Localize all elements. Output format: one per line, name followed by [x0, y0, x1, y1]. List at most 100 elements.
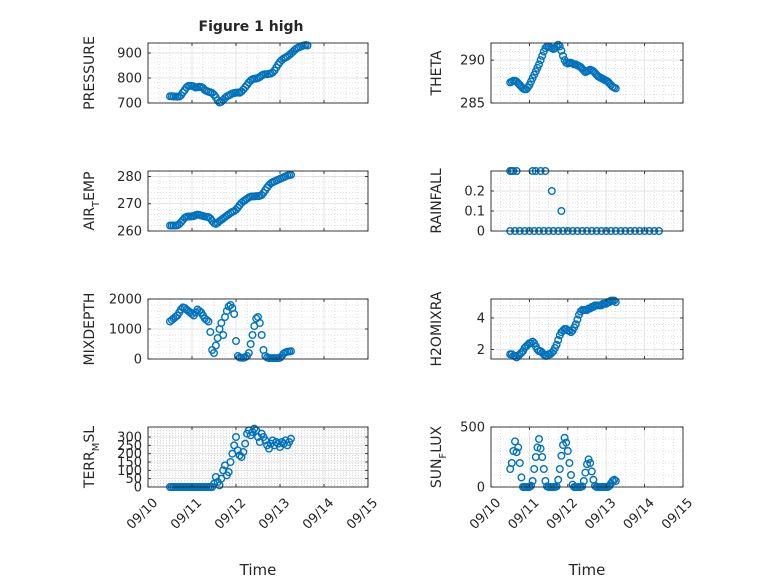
- data-point: [571, 320, 580, 329]
- data-point: [538, 51, 547, 60]
- data-point: [204, 317, 213, 326]
- x-axis-label: Time: [568, 561, 606, 579]
- y-tick-label: 0: [477, 225, 485, 240]
- y-tick-label: 150: [117, 456, 142, 471]
- y-tick-label: 700: [117, 97, 142, 112]
- data-point: [539, 465, 548, 474]
- data-point: [187, 310, 196, 319]
- data-point: [303, 41, 312, 50]
- data-point: [287, 347, 296, 356]
- axes-box: [147, 426, 369, 488]
- data-point: [224, 468, 233, 477]
- data-point: [230, 441, 239, 450]
- data-point: [507, 459, 516, 468]
- data-point: [287, 434, 296, 443]
- data-point: [287, 170, 296, 179]
- data-point: [611, 477, 620, 486]
- data-point: [230, 310, 239, 319]
- data-point: [176, 305, 185, 314]
- data-point: [515, 459, 524, 468]
- y-tick-label: 0: [134, 353, 142, 368]
- y-tick-label: 0.1: [464, 205, 485, 220]
- y-tick-label: 260: [117, 225, 142, 240]
- data-point: [217, 319, 226, 328]
- data-series: [506, 296, 620, 362]
- subplot-theta: 285 290 THETA: [429, 40, 684, 112]
- data-point: [547, 186, 556, 195]
- figure-title: Figure 1 high: [199, 19, 304, 35]
- data-point: [559, 51, 568, 60]
- y-tick-label: 4: [477, 311, 485, 326]
- data-point: [206, 328, 215, 337]
- y-tick-label: 0: [477, 481, 485, 496]
- y-axis-label: H2OMIXRA: [429, 291, 445, 366]
- y-axis-label: RAINFALL: [429, 168, 445, 233]
- y-tick-label: 0: [134, 481, 142, 496]
- data-series: [506, 433, 620, 492]
- data-point: [244, 349, 253, 358]
- data-point: [610, 296, 619, 305]
- y-tick-label: 900: [117, 47, 142, 62]
- y-tick-label: 270: [117, 197, 142, 212]
- data-point: [239, 448, 248, 457]
- data-point: [527, 481, 536, 490]
- y-axis-label: TERRMSL: [82, 426, 102, 489]
- y-tick-label: 0.2: [464, 185, 485, 200]
- y-tick-label: 250: [117, 439, 142, 454]
- data-point: [557, 46, 566, 55]
- data-point: [246, 340, 255, 349]
- data-point: [587, 467, 596, 476]
- subplot-air_temp: 260 270 280 AIRTEMP: [82, 170, 369, 240]
- data-point: [578, 482, 587, 491]
- data-point: [535, 60, 544, 69]
- data-point: [237, 453, 246, 462]
- data-point: [541, 477, 550, 486]
- data-point: [255, 319, 264, 328]
- data-point: [250, 424, 259, 433]
- data-point: [512, 448, 521, 457]
- data-point: [535, 435, 544, 444]
- data-point: [538, 453, 547, 462]
- data-series: [165, 170, 296, 230]
- data-point: [517, 473, 526, 482]
- data-point: [573, 315, 582, 324]
- data-point: [555, 465, 564, 474]
- data-point: [213, 96, 222, 105]
- data-point: [536, 444, 545, 453]
- y-tick-label: 50: [125, 472, 142, 487]
- data-point: [557, 451, 566, 460]
- subplot-pressure: 700 800 900 PRESSURE: [82, 36, 369, 112]
- data-point: [611, 84, 620, 93]
- axes-box: [490, 42, 684, 104]
- subplot-mixdepth: 0 1000 2000 MIXDEPTH: [82, 293, 369, 368]
- data-point: [257, 331, 266, 340]
- data-point: [567, 471, 576, 480]
- data-point: [563, 447, 572, 456]
- data-point: [226, 458, 235, 467]
- data-point: [248, 331, 257, 340]
- data-point: [272, 438, 281, 447]
- data-point: [579, 477, 588, 486]
- data-point: [562, 438, 571, 447]
- data-point: [209, 349, 218, 358]
- data-point: [202, 316, 211, 325]
- y-axis-label: PRESSURE: [82, 36, 98, 110]
- axes-box: [490, 426, 684, 488]
- data-point: [608, 477, 617, 486]
- axes-box: [490, 298, 684, 360]
- axes-box: [147, 42, 369, 104]
- data-point: [554, 40, 563, 49]
- y-tick-label: 100: [117, 464, 142, 479]
- data-point: [557, 206, 566, 215]
- data-point: [530, 465, 539, 474]
- data-point: [552, 340, 561, 349]
- y-tick-label: 800: [117, 72, 142, 87]
- y-tick-label: 2: [477, 343, 485, 358]
- x-axis-label: Time: [239, 561, 277, 579]
- data-point: [231, 433, 240, 442]
- data-point: [231, 337, 240, 346]
- y-tick-label: 290: [460, 54, 485, 69]
- data-series: [165, 301, 296, 363]
- subplot-h2omixra: 2 4 H2OMIXRA: [429, 291, 684, 367]
